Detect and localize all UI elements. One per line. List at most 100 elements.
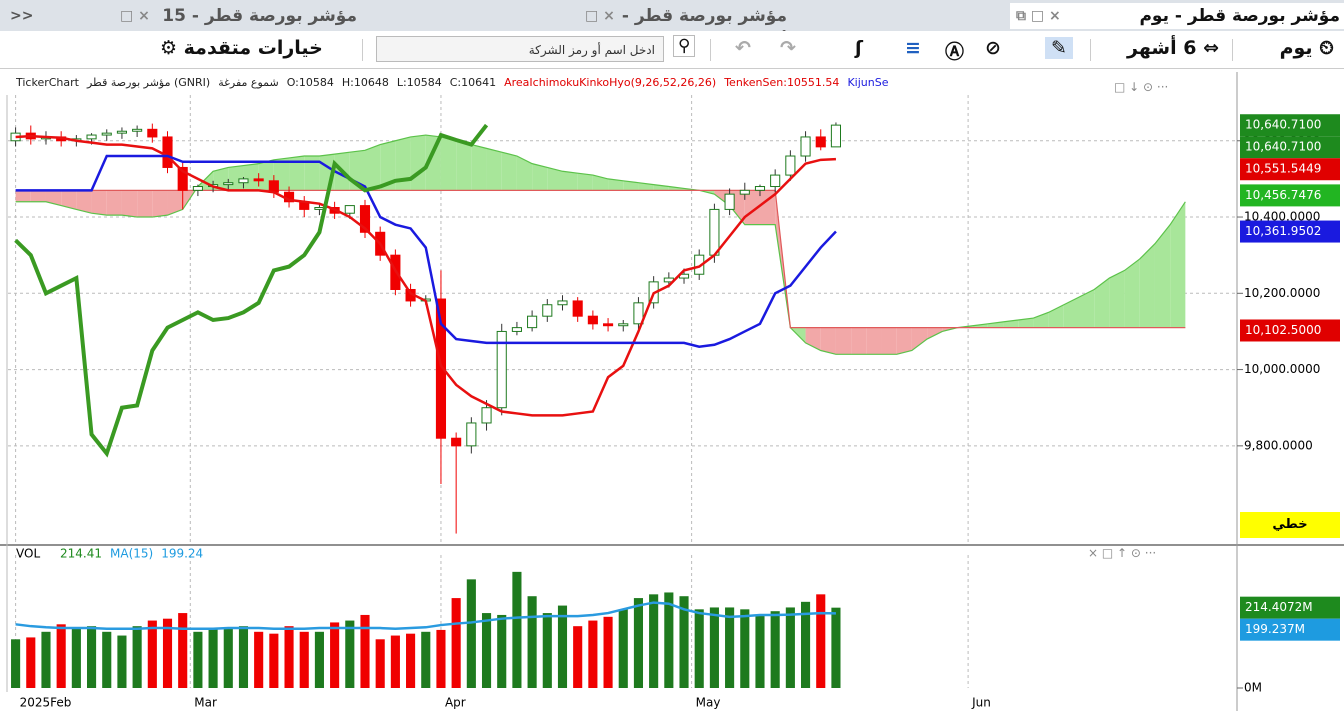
draw-tool[interactable]: ✎ bbox=[1045, 37, 1073, 59]
volume-bar bbox=[466, 579, 476, 688]
senkou-b bbox=[15, 189, 1186, 329]
volume-bar bbox=[390, 635, 400, 688]
info-item: C:10641 bbox=[449, 76, 497, 89]
candle-body bbox=[116, 130, 127, 134]
search-input[interactable]: ادخل اسم أو رمز الشركة bbox=[376, 36, 664, 62]
volume-bar bbox=[269, 633, 279, 688]
volume-bar bbox=[527, 596, 537, 688]
volume-bar bbox=[223, 628, 233, 688]
cloud-segment bbox=[167, 190, 183, 216]
candle-body bbox=[618, 323, 629, 327]
indicator-item: AreaIchimokuKinkoHyo(9,26,52,26,26) bbox=[504, 76, 717, 89]
candle-body bbox=[587, 315, 598, 325]
candle-body bbox=[724, 193, 735, 210]
tab[interactable]: × □مؤشر بورصة قطر - 15 دقيقة bbox=[110, 3, 365, 29]
cloud-segment bbox=[425, 135, 441, 191]
volume-bar bbox=[725, 607, 735, 688]
candle-body bbox=[785, 155, 796, 176]
cloud-segment bbox=[61, 190, 77, 210]
volume-bar bbox=[162, 618, 173, 688]
candle-body bbox=[466, 422, 477, 447]
tab[interactable]: × □ ⧉ مؤشر بورصة قطر - يوم bbox=[1010, 3, 1344, 29]
price-label-box bbox=[1240, 114, 1340, 137]
volume-bar bbox=[649, 594, 659, 688]
price-label-box bbox=[1240, 136, 1340, 159]
volume-bar bbox=[755, 614, 765, 688]
candle-body bbox=[481, 407, 492, 424]
advanced-label: خيارات متقدمة bbox=[183, 37, 323, 59]
info-item: شموع مفرغة bbox=[218, 76, 279, 89]
tool-icon[interactable]: Ⓐ bbox=[945, 41, 965, 63]
info-item: مؤشر بورصة قطر (GNRI) bbox=[86, 76, 211, 89]
panel-controls[interactable]: × □ ↑ ⊙ ··· bbox=[1088, 546, 1157, 560]
candle-body bbox=[800, 136, 811, 157]
volume-bar bbox=[360, 614, 370, 688]
volume-bar bbox=[86, 626, 97, 688]
volume-bar bbox=[102, 631, 112, 688]
volume-bar bbox=[421, 631, 431, 688]
price-label-box bbox=[1240, 158, 1340, 181]
tool-icon[interactable]: ≡ bbox=[905, 37, 921, 59]
cloud-segment bbox=[1124, 258, 1140, 328]
undo[interactable]: ↶ bbox=[735, 37, 751, 59]
volume-legend: 199.24 bbox=[161, 547, 203, 561]
tab-title: مؤشر بورصة قطر - أسبوع bbox=[621, 6, 787, 26]
search-button[interactable]: ⚲ bbox=[673, 35, 696, 57]
volume-bar bbox=[451, 598, 461, 688]
cloud-segment bbox=[927, 327, 943, 340]
advanced-options[interactable]: خيارات متقدمة ⚙ bbox=[160, 37, 323, 59]
x-tick-label: Jun bbox=[971, 696, 991, 710]
y-tick-label: 10,400.0000 bbox=[1244, 210, 1320, 224]
candle-body bbox=[268, 180, 279, 193]
cloud-segment bbox=[1033, 312, 1049, 328]
tab-title: مؤشر بورصة قطر - يوم bbox=[1139, 6, 1340, 26]
period-button[interactable]: ⏲ يوم bbox=[1279, 37, 1334, 59]
cloud-segment bbox=[820, 327, 836, 355]
volume-bar bbox=[11, 639, 21, 688]
cloud-segment bbox=[1063, 297, 1080, 328]
tab-bar: << × □مؤشر بورصة قطر - 15 دقيقة × □مؤشر … bbox=[0, 0, 1344, 32]
price-label: 214.4072M bbox=[1245, 600, 1313, 614]
cloud-segment bbox=[456, 140, 472, 191]
volume-bar bbox=[770, 611, 780, 688]
indicator-item: KijunSe bbox=[847, 76, 889, 89]
cloud-segment bbox=[1139, 243, 1155, 328]
cloud-segment bbox=[410, 135, 426, 191]
volume-bar bbox=[314, 631, 324, 688]
indicator-line bbox=[15, 154, 837, 348]
range-button[interactable]: ⇔ 6 أشهر bbox=[1127, 37, 1219, 59]
info-item: TickerChart bbox=[16, 76, 79, 89]
tab-scroll[interactable]: << bbox=[10, 8, 34, 24]
cloud-segment bbox=[365, 144, 381, 191]
tab-title: مؤشر بورصة قطر - 15 دقيقة bbox=[162, 6, 357, 26]
cloud-segment bbox=[1018, 318, 1034, 328]
volume-bar bbox=[375, 639, 385, 688]
cloud-segment bbox=[228, 165, 244, 191]
candle-body bbox=[344, 205, 355, 214]
candle-body bbox=[603, 323, 614, 327]
cloud-segment bbox=[15, 190, 31, 202]
volume-bar bbox=[785, 607, 795, 688]
panel-controls[interactable]: □ ↓ ⊙ ··· bbox=[1114, 80, 1169, 94]
price-label: 10,456.7476 bbox=[1245, 188, 1321, 202]
volume-bar bbox=[588, 620, 598, 688]
tool-icon[interactable]: ʃ bbox=[855, 37, 863, 59]
cloud-segment bbox=[91, 190, 107, 216]
volume-bar bbox=[436, 629, 446, 688]
scale-mode[interactable]: خطي bbox=[1240, 512, 1340, 538]
cloud-segment bbox=[137, 190, 153, 218]
price-label: 10,361.9502 bbox=[1245, 224, 1321, 238]
redo[interactable]: ↷ bbox=[780, 37, 796, 59]
candle-body bbox=[739, 189, 750, 195]
x-tick-label: 2025Feb bbox=[20, 696, 72, 710]
candle-body bbox=[754, 186, 766, 191]
candle-body bbox=[147, 128, 158, 138]
tab[interactable]: × □مؤشر بورصة قطر - أسبوع bbox=[575, 3, 795, 29]
volume-bar bbox=[603, 616, 613, 688]
volume-bar bbox=[557, 605, 568, 688]
candle-body bbox=[815, 136, 826, 148]
info-item: L:10584 bbox=[396, 76, 442, 89]
cloud-segment bbox=[562, 171, 578, 191]
tool-icon[interactable]: ⊘ bbox=[985, 37, 1001, 59]
price-label-box bbox=[1240, 618, 1340, 641]
